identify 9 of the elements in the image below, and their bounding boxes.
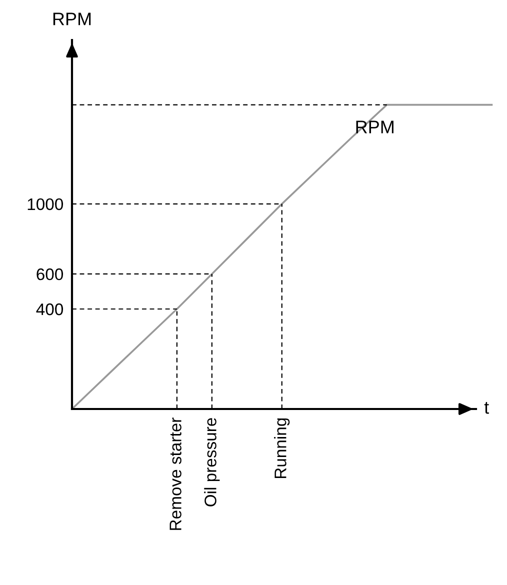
y-tick-label: 1000 xyxy=(28,198,64,210)
y-tick-label: 400 xyxy=(36,303,64,316)
annotation: RPM xyxy=(356,120,394,134)
x-tick-label: Oil pressure xyxy=(204,418,220,506)
x-tick-label: Running xyxy=(274,418,290,478)
x-tick-label: Remove starter xyxy=(170,418,182,530)
x-axis-title: t xyxy=(484,402,489,414)
y-tick-label: 600 xyxy=(36,268,64,280)
y-axis-title: RPM xyxy=(53,12,91,26)
